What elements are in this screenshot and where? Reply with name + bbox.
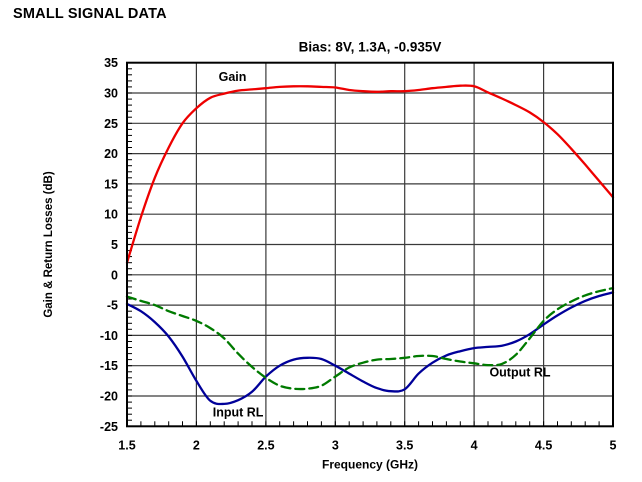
y-tick-label: -15 <box>100 359 118 373</box>
y-tick-label: -20 <box>100 390 118 404</box>
input-rl-series-line <box>125 291 615 406</box>
y-tick-label: 20 <box>104 147 118 161</box>
x-tick-label: 1.5 <box>118 438 135 452</box>
x-tick-label: 2.5 <box>257 438 274 452</box>
y-tick-label: 5 <box>111 238 118 252</box>
chart-title: Bias: 8V, 1.3A, -0.935V <box>299 40 442 55</box>
y-tick-label: -25 <box>100 420 118 434</box>
y-tick-label: -5 <box>107 299 118 313</box>
section-title: SMALL SIGNAL DATA <box>13 6 167 22</box>
y-tick-label: 30 <box>104 87 118 101</box>
y-tick-label: 10 <box>104 208 118 222</box>
x-tick-label: 5 <box>610 438 617 452</box>
x-tick-label: 3 <box>332 438 339 452</box>
x-tick-label: 2 <box>193 438 200 452</box>
x-tick-label: 3.5 <box>396 438 413 452</box>
y-tick-label: 25 <box>104 117 118 131</box>
output-rl-series-line <box>125 286 615 391</box>
plot-frame <box>126 61 614 428</box>
x-tick-label: 4.5 <box>535 438 552 452</box>
gain-label: Gain <box>219 70 247 84</box>
x-axis-label: Frequency (GHz) <box>322 457 418 471</box>
y-tick-label: 15 <box>104 177 118 191</box>
input-rl-label: Input RL <box>213 405 264 419</box>
output-rl-label: Output RL <box>489 365 550 379</box>
y-tick-label: 35 <box>104 56 118 70</box>
gain-series-line <box>125 84 615 264</box>
y-axis-label: Gain & Return Losses (dB) <box>43 171 55 317</box>
x-tick-label: 4 <box>471 438 478 452</box>
y-tick-label: -10 <box>100 329 118 343</box>
y-tick-label: 0 <box>111 268 118 282</box>
